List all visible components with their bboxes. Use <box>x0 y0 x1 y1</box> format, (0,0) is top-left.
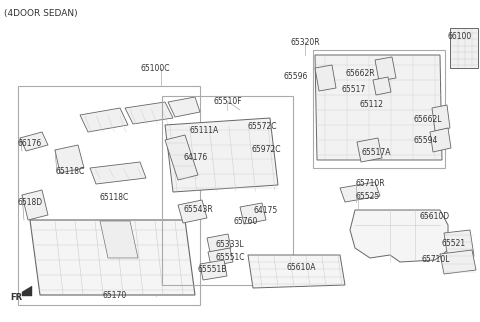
Polygon shape <box>20 132 48 151</box>
Text: 66100: 66100 <box>447 32 471 41</box>
Polygon shape <box>200 260 227 280</box>
Text: 65551B: 65551B <box>197 266 227 274</box>
Text: 65118C: 65118C <box>55 166 84 175</box>
Polygon shape <box>22 190 48 220</box>
Polygon shape <box>178 200 207 223</box>
Polygon shape <box>357 138 382 162</box>
Text: 65596: 65596 <box>284 71 308 80</box>
Polygon shape <box>240 203 266 224</box>
Polygon shape <box>430 128 451 152</box>
Text: 65710R: 65710R <box>356 178 385 187</box>
Polygon shape <box>450 28 478 68</box>
Text: 65517A: 65517A <box>361 147 391 156</box>
Polygon shape <box>444 230 474 259</box>
Polygon shape <box>55 145 84 173</box>
Polygon shape <box>207 234 231 252</box>
Text: 65610A: 65610A <box>286 262 316 271</box>
Text: 65521: 65521 <box>441 239 465 248</box>
Text: 65662R: 65662R <box>345 69 374 78</box>
Text: 65551C: 65551C <box>216 252 245 261</box>
Text: 65543R: 65543R <box>183 204 213 213</box>
Polygon shape <box>340 182 380 202</box>
Text: 64175: 64175 <box>253 205 277 214</box>
Text: 65320R: 65320R <box>290 37 320 46</box>
Polygon shape <box>30 220 195 295</box>
Text: 65100C: 65100C <box>140 63 170 72</box>
Text: 65118C: 65118C <box>100 193 129 202</box>
Polygon shape <box>373 77 391 95</box>
Polygon shape <box>350 210 448 262</box>
Text: 66176: 66176 <box>17 138 41 147</box>
Polygon shape <box>22 286 32 296</box>
Text: 65517: 65517 <box>342 84 366 93</box>
Text: 65610D: 65610D <box>420 212 450 221</box>
Text: 65662L: 65662L <box>413 115 442 124</box>
Polygon shape <box>165 118 278 192</box>
Polygon shape <box>315 65 336 91</box>
Polygon shape <box>80 108 128 132</box>
Text: (4DOOR SEDAN): (4DOOR SEDAN) <box>4 9 78 18</box>
Polygon shape <box>208 248 233 266</box>
Text: 65594: 65594 <box>414 136 438 145</box>
Polygon shape <box>168 97 200 117</box>
Text: 65111A: 65111A <box>190 126 219 135</box>
Text: 65510F: 65510F <box>213 97 241 106</box>
Text: 65112: 65112 <box>360 99 384 109</box>
Polygon shape <box>315 55 442 160</box>
Polygon shape <box>125 102 173 124</box>
Polygon shape <box>165 135 198 180</box>
Text: FR: FR <box>10 293 22 302</box>
Polygon shape <box>248 255 345 288</box>
Polygon shape <box>90 162 146 184</box>
Text: 65972C: 65972C <box>252 145 281 154</box>
Text: 6518D: 6518D <box>17 197 42 206</box>
Text: 65525: 65525 <box>356 192 380 201</box>
Text: 65333L: 65333L <box>215 240 244 249</box>
Text: 65760: 65760 <box>233 216 257 225</box>
Text: 65572C: 65572C <box>248 121 277 130</box>
Polygon shape <box>440 250 476 274</box>
Polygon shape <box>100 221 138 258</box>
Polygon shape <box>375 57 396 81</box>
Text: 65710L: 65710L <box>421 255 449 264</box>
Polygon shape <box>432 105 450 131</box>
Text: 65170: 65170 <box>103 291 127 300</box>
Text: 64176: 64176 <box>183 153 207 162</box>
